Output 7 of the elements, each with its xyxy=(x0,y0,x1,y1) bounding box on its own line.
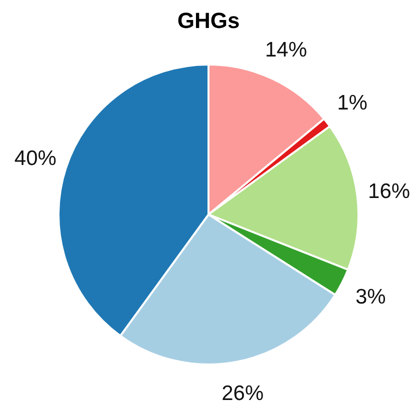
chart-title: GHGs xyxy=(177,8,240,33)
data-label: 40% xyxy=(14,146,56,170)
data-label: 16% xyxy=(368,180,410,204)
data-label: 26% xyxy=(222,382,264,405)
data-label: 1% xyxy=(337,91,368,114)
data-label: 14% xyxy=(264,38,308,62)
data-label: 3% xyxy=(355,286,386,309)
